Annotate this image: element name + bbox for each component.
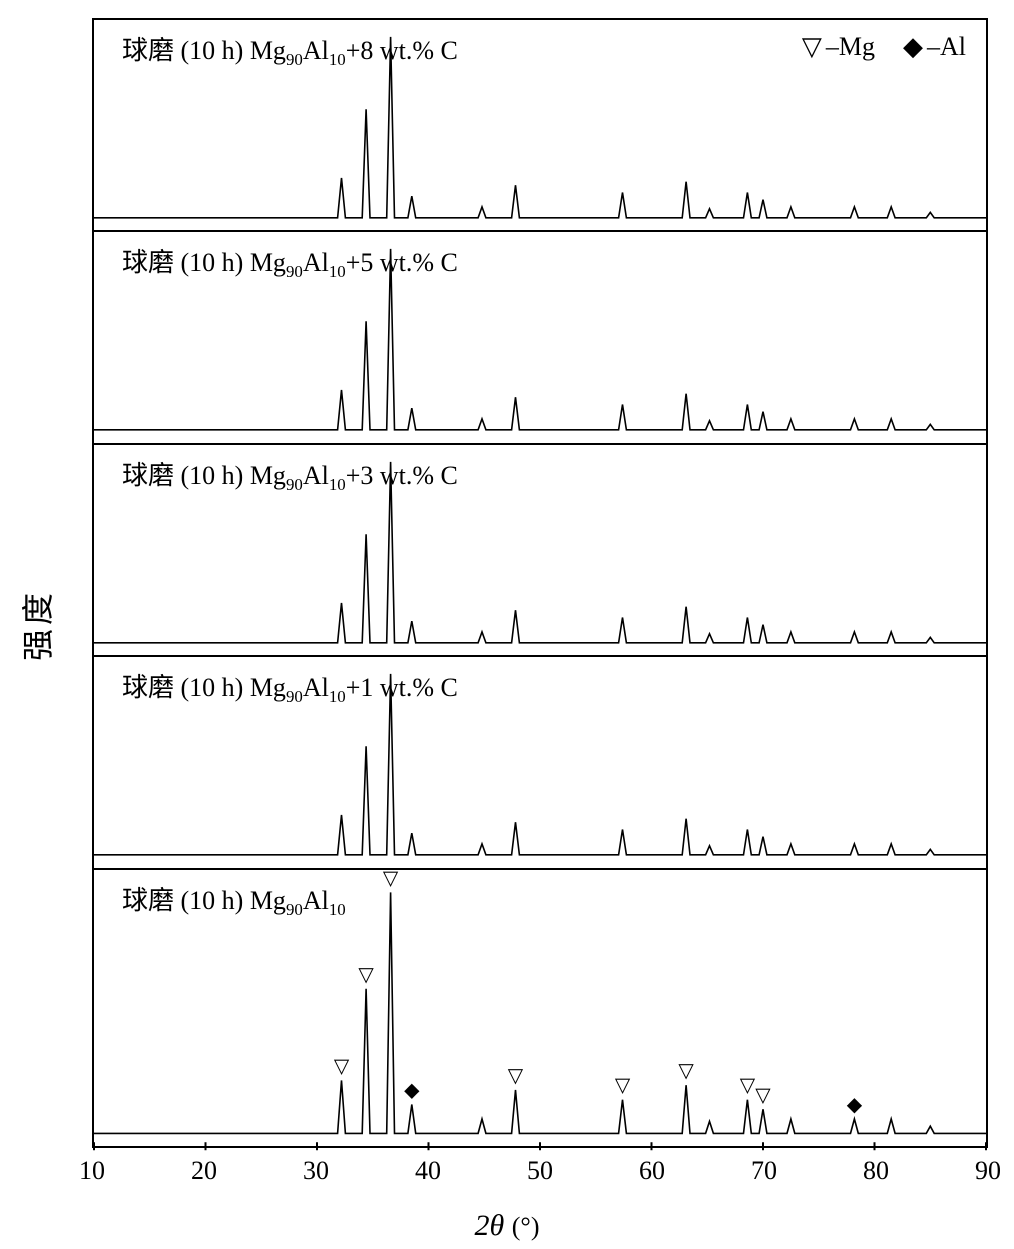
x-tick-label: 50 [527,1156,553,1186]
x-tick-label: 30 [303,1156,329,1186]
spectrum-line [94,462,986,643]
al-marker-icon: ◆ [404,1079,420,1101]
xrd-panel: 球磨 (10 h) Mg90Al10+8 wt.% C▽–Mg◆–Al [94,20,986,232]
mg-marker-icon: ▽ [678,1060,694,1082]
mg-marker-icon: ▽ [358,964,374,986]
x-tick-label: 90 [975,1156,1001,1186]
mg-marker-icon: ▽ [615,1074,631,1096]
xrd-panel: 球磨 (10 h) Mg90Al10+3 wt.% C [94,445,986,657]
mg-marker-icon: ▽ [334,1055,350,1077]
xrd-panel: 球磨 (10 h) Mg90Al10+1 wt.% C [94,657,986,869]
mg-marker-icon: ▽ [755,1084,771,1106]
xrd-panel: 球磨 (10 h) Mg90Al10+5 wt.% C [94,232,986,444]
x-axis-label-math: 2θ [475,1209,505,1242]
xrd-spectrum [94,232,986,442]
mg-marker-icon: ▽ [740,1074,756,1096]
xrd-spectrum [94,445,986,655]
panel-stack: 球磨 (10 h) Mg90Al10+8 wt.% C▽–Mg◆–Al球磨 (1… [92,18,988,1148]
al-marker-icon: ◆ [847,1094,863,1116]
xrd-spectrum [94,20,986,230]
x-tick-labels: 102030405060708090 [92,1152,988,1192]
x-tick-label: 10 [79,1156,105,1186]
mg-marker-icon: ▽ [383,867,399,889]
xrd-figure: 强度 球磨 (10 h) Mg90Al10+8 wt.% C▽–Mg◆–Al球磨… [0,0,1014,1249]
spectrum-line [94,249,986,430]
spectrum-line [94,674,986,855]
mg-marker-icon: ▽ [508,1065,524,1087]
x-tick-label: 80 [863,1156,889,1186]
x-tick-label: 60 [639,1156,665,1186]
xrd-panel: 球磨 (10 h) Mg90Al10▽▽▽◆▽▽▽▽▽◆ [94,870,986,1150]
xrd-spectrum [94,657,986,867]
x-tick-label: 20 [191,1156,217,1186]
x-axis-label-unit: (°) [512,1212,540,1241]
x-axis-label: 2θ (°) [475,1209,540,1243]
spectrum-line [94,37,986,218]
x-tick-label: 70 [751,1156,777,1186]
y-axis-label: 强度 [13,588,59,660]
x-tick-label: 40 [415,1156,441,1186]
xrd-spectrum: ▽▽▽◆▽▽▽▽▽◆ [94,870,986,1150]
